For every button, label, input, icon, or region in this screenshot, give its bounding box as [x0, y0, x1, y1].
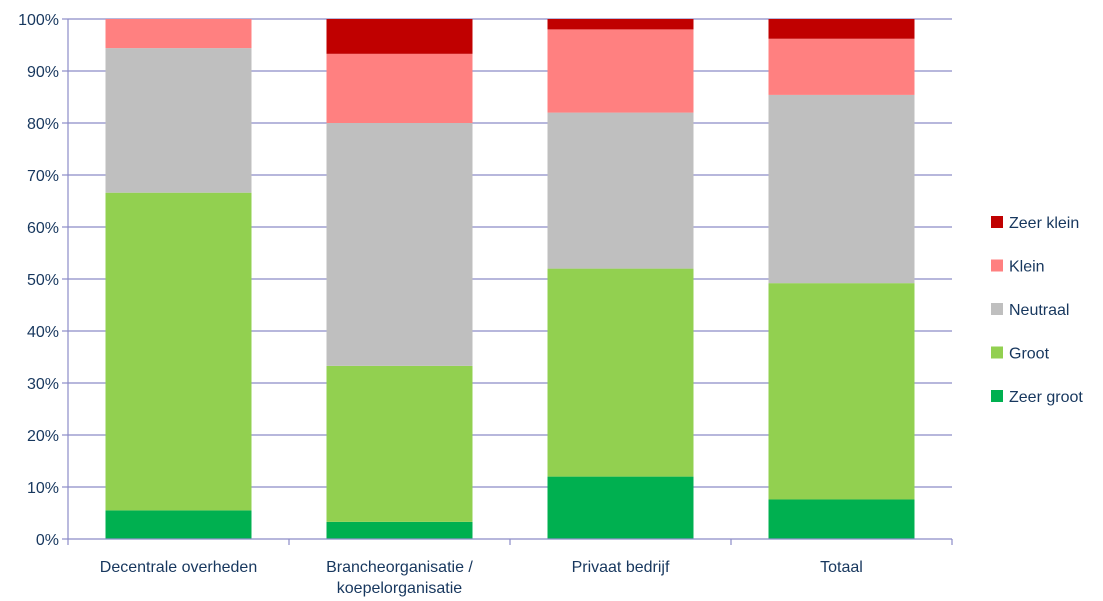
legend-label: Neutraal	[1009, 302, 1069, 319]
y-tick-label: 30%	[27, 376, 59, 393]
y-tick-label: 70%	[27, 168, 59, 185]
bar-segment	[768, 38, 915, 95]
bar-segment	[768, 499, 915, 539]
legend-swatch	[991, 303, 1003, 315]
bar-segment	[326, 521, 473, 539]
y-tick-label: 10%	[27, 480, 59, 497]
bar-segment	[105, 192, 252, 511]
bar-segment	[326, 123, 473, 366]
legend-label: Zeer groot	[1009, 389, 1083, 406]
y-tick-labels: 0% 10% 20% 30% 40% 50% 60% 70% 80% 90% 100%	[18, 12, 59, 549]
legend-swatch	[991, 390, 1003, 402]
y-tick-label: 90%	[27, 64, 59, 81]
legend-label: Klein	[1009, 259, 1045, 276]
y-tick-label: 50%	[27, 272, 59, 289]
bar-segment	[547, 268, 694, 477]
x-tick-label: Brancheorganisatie /	[326, 559, 473, 576]
bar-segment	[547, 476, 694, 539]
bar-segment	[105, 510, 252, 539]
bar-segment	[105, 19, 252, 49]
y-tick-label: 0%	[36, 532, 59, 549]
bar-segment	[768, 94, 915, 284]
bar-segment	[326, 53, 473, 124]
y-tick-label: 100%	[18, 12, 59, 29]
bars	[105, 19, 915, 539]
bar-segment	[105, 48, 252, 193]
x-tick-label: koepelorganisatie	[337, 580, 463, 597]
y-tick-label: 80%	[27, 116, 59, 133]
axes	[62, 18, 953, 545]
legend-label: Zeer klein	[1009, 215, 1079, 232]
legend: Zeer klein Klein Neutraal Groot Zeer groot	[991, 215, 1083, 406]
bar-segment	[547, 29, 694, 113]
y-tick-label: 60%	[27, 220, 59, 237]
legend-swatch	[991, 346, 1003, 359]
bar-segment	[326, 365, 473, 522]
bar-segment	[768, 19, 915, 39]
bar-segment	[547, 19, 694, 30]
x-tick-label: Totaal	[820, 559, 863, 576]
legend-swatch	[991, 259, 1003, 272]
bar-segment	[768, 283, 915, 500]
x-tick-labels: Decentrale overheden Brancheorganisatie /…	[100, 559, 863, 597]
bar-segment	[547, 112, 694, 269]
legend-label: Groot	[1009, 346, 1050, 363]
y-tick-label: 40%	[27, 324, 59, 341]
x-tick-label: Decentrale overheden	[100, 559, 257, 576]
x-tick-label: Privaat bedrijf	[572, 559, 670, 576]
y-tick-label: 20%	[27, 428, 59, 445]
legend-swatch	[991, 216, 1003, 228]
bar-segment	[326, 19, 473, 54]
